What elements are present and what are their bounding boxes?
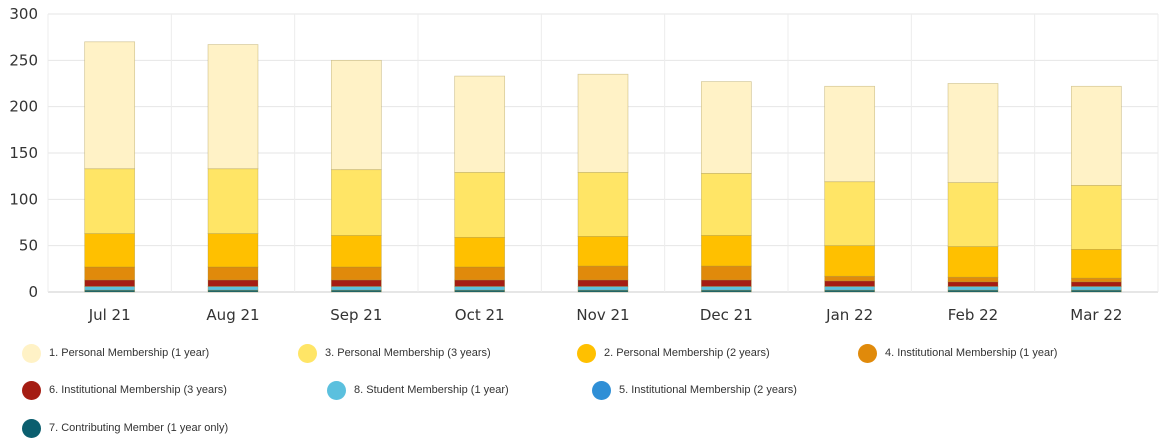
legend-item-personal-3yr[interactable]: 3. Personal Membership (3 years) bbox=[298, 343, 491, 363]
legend-swatch bbox=[22, 380, 41, 400]
bar-segment bbox=[947, 286, 999, 291]
x-tick-label: Nov 21 bbox=[576, 306, 629, 324]
legend-label: 3. Personal Membership (3 years) bbox=[325, 347, 491, 359]
bar-segment bbox=[577, 172, 629, 237]
y-tick-label: 250 bbox=[9, 51, 38, 69]
bar-segment bbox=[454, 172, 506, 238]
y-tick-label: 200 bbox=[9, 98, 38, 116]
x-tick-label: Oct 21 bbox=[455, 306, 505, 324]
stacked-bar-chart: 0 50 100 150 200 250 300 Jul 21 Aug 21 Sep 21 Oct … bbox=[9, 5, 1159, 324]
bar-segment bbox=[577, 279, 629, 287]
bar-segment bbox=[577, 73, 629, 173]
bar-segment bbox=[824, 275, 876, 282]
bar-segment bbox=[700, 173, 752, 236]
bar-segment bbox=[454, 266, 506, 281]
bar-segment bbox=[947, 276, 999, 283]
bar-segment bbox=[1070, 286, 1122, 291]
x-tick-label: Feb 22 bbox=[948, 306, 998, 324]
legend-swatch bbox=[327, 380, 346, 400]
bar-segment bbox=[84, 233, 136, 268]
y-tick-label: 50 bbox=[19, 237, 38, 255]
bar-segment bbox=[700, 286, 752, 291]
legend-item-personal-1yr[interactable]: 1. Personal Membership (1 year) bbox=[22, 343, 209, 363]
bar-segment bbox=[330, 235, 382, 268]
bar-segment bbox=[454, 75, 506, 173]
legend-label: 5. Institutional Membership (2 years) bbox=[619, 384, 797, 396]
bar-segment bbox=[207, 286, 259, 291]
bar-segment bbox=[330, 279, 382, 287]
bar-segment bbox=[330, 286, 382, 291]
bar-segment bbox=[947, 281, 999, 287]
bar-segment bbox=[577, 236, 629, 267]
legend-swatch bbox=[22, 343, 41, 363]
legend-swatch bbox=[298, 343, 317, 363]
legend-item-contributing-1yr[interactable]: 7. Contributing Member (1 year only) bbox=[22, 418, 228, 438]
bar-segment bbox=[84, 41, 136, 170]
bar-segment bbox=[824, 286, 876, 291]
bar-segment bbox=[824, 181, 876, 247]
bar-segment bbox=[207, 44, 259, 170]
bar-segment bbox=[1070, 185, 1122, 250]
bar-segment bbox=[947, 83, 999, 184]
y-tick-label: 300 bbox=[9, 5, 38, 23]
x-tick-label: Dec 21 bbox=[700, 306, 753, 324]
legend-label: 2. Personal Membership (2 years) bbox=[604, 347, 770, 359]
legend-swatch bbox=[592, 380, 611, 400]
bar-segment bbox=[207, 168, 259, 234]
legend-label: 4. Institutional Membership (1 year) bbox=[885, 347, 1058, 359]
x-tick-label: Sep 21 bbox=[330, 306, 382, 324]
bar-segment bbox=[84, 286, 136, 291]
bar-segment bbox=[1070, 281, 1122, 287]
legend-item-personal-2yr[interactable]: 2. Personal Membership (2 years) bbox=[577, 343, 770, 363]
bar-segment bbox=[1070, 249, 1122, 279]
bar-segment bbox=[207, 266, 259, 281]
legend-item-institutional-3yr[interactable]: 6. Institutional Membership (3 years) bbox=[22, 380, 227, 400]
bar-segment bbox=[824, 280, 876, 287]
bar-segment bbox=[84, 266, 136, 281]
bar-segment bbox=[330, 266, 382, 281]
bar-segment bbox=[207, 233, 259, 268]
x-tick-label: Jul 21 bbox=[88, 306, 131, 324]
bar-segment bbox=[454, 236, 506, 268]
bar-segment bbox=[700, 235, 752, 267]
legend-item-institutional-2yr[interactable]: 5. Institutional Membership (2 years) bbox=[592, 380, 797, 400]
bar-segment bbox=[700, 279, 752, 287]
y-tick-label: 150 bbox=[9, 144, 38, 162]
y-tick-label: 0 bbox=[28, 283, 38, 301]
bar-segment bbox=[824, 85, 876, 183]
legend-item-student-1yr[interactable]: 8. Student Membership (1 year) bbox=[327, 380, 509, 400]
bar-segment bbox=[84, 168, 136, 234]
bar-segment bbox=[207, 279, 259, 287]
x-tick-label: Aug 21 bbox=[206, 306, 259, 324]
bar-segment bbox=[700, 81, 752, 174]
x-tick-label: Mar 22 bbox=[1070, 306, 1122, 324]
bar-segment bbox=[700, 265, 752, 281]
bar-segment bbox=[577, 265, 629, 281]
bar-segment bbox=[330, 59, 382, 171]
bar-segment bbox=[330, 169, 382, 236]
bar-segment bbox=[824, 245, 876, 277]
legend-label: 1. Personal Membership (1 year) bbox=[49, 347, 210, 359]
bar-segment bbox=[454, 286, 506, 291]
legend-label: 7. Contributing Member (1 year only) bbox=[49, 422, 229, 434]
legend-swatch bbox=[858, 343, 877, 363]
bar-segment bbox=[947, 246, 999, 278]
bar-segment bbox=[1070, 85, 1122, 186]
bar-segment bbox=[577, 286, 629, 291]
legend-swatch bbox=[22, 418, 41, 438]
bar-segment bbox=[947, 182, 999, 247]
y-tick-label: 100 bbox=[9, 190, 38, 208]
bar-segment bbox=[1070, 277, 1122, 283]
legend-item-institutional-1yr[interactable]: 4. Institutional Membership (1 year) bbox=[858, 343, 1057, 363]
bar-segment bbox=[84, 279, 136, 287]
legend-label: 6. Institutional Membership (3 years) bbox=[49, 384, 227, 396]
x-tick-label: Jan 22 bbox=[825, 306, 873, 324]
legend-label: 8. Student Membership (1 year) bbox=[354, 384, 509, 396]
bar-segment bbox=[454, 279, 506, 287]
legend-swatch bbox=[577, 343, 596, 363]
